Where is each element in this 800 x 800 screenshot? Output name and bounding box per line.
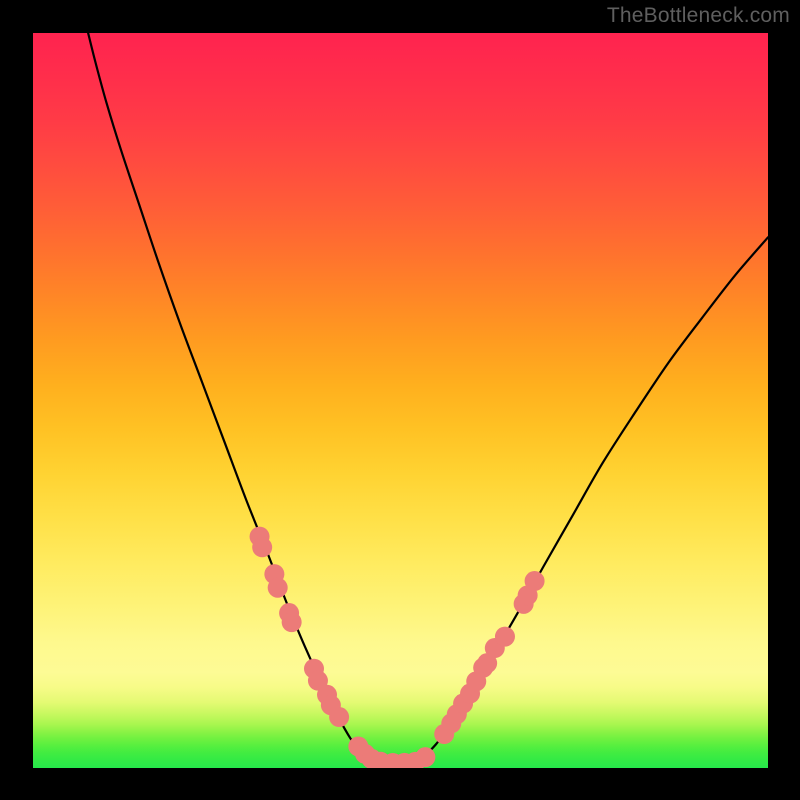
- marker-dot: [252, 537, 272, 557]
- bottleneck-curve: [88, 33, 768, 764]
- marker-dot: [282, 612, 302, 632]
- marker-dot: [329, 707, 349, 727]
- marker-dot: [415, 747, 435, 767]
- marker-dot: [268, 578, 288, 598]
- plot-area: [33, 33, 768, 768]
- marker-dot: [525, 571, 545, 591]
- chart-frame: TheBottleneck.com: [0, 0, 800, 800]
- watermark-text: TheBottleneck.com: [607, 4, 790, 28]
- curve-overlay: [33, 33, 768, 768]
- marker-dot: [495, 627, 515, 647]
